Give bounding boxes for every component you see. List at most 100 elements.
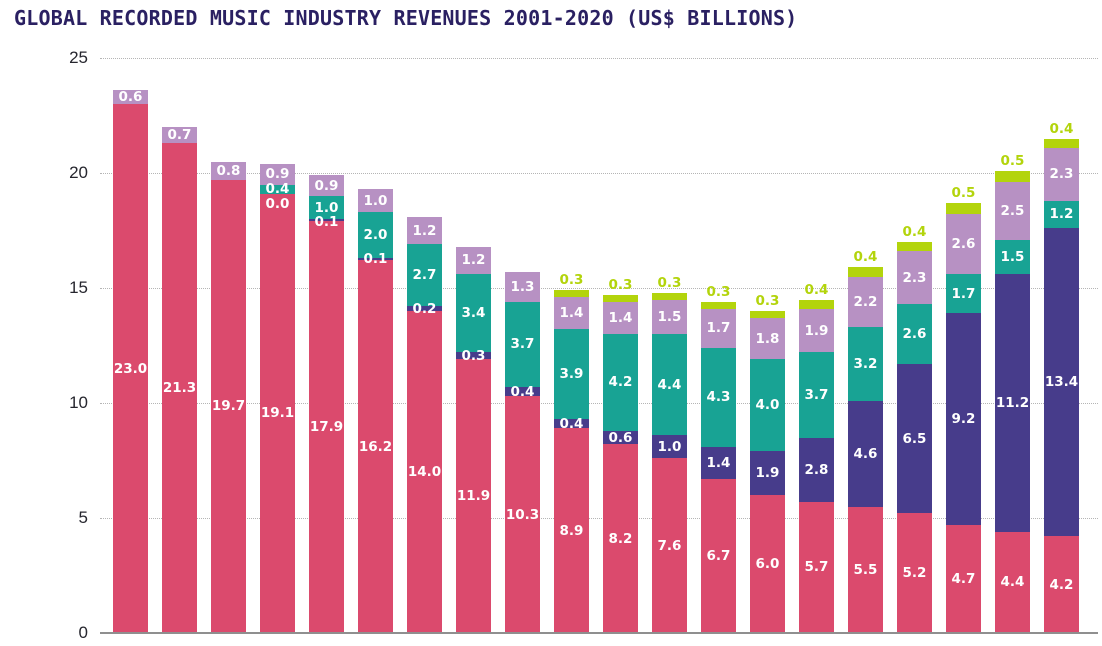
segment-value-label-dark-purple-2011: 0.6 [608,429,633,446]
bar-2010: 0.3 1.4 3.9 0.4 8.9 [554,273,589,633]
segment-value-label-lavender-2004: 0.9 [265,166,290,183]
bar-segment-lavender-2008 [456,246,491,275]
bar-segment-pink-2016 [848,506,883,633]
segment-value-label-pink-2003: 19.7 [211,398,246,415]
segment-value-label-teal-2015: 3.7 [804,386,829,403]
bar-segment-lime-2010 [554,290,589,298]
segment-value-label-teal-2011: 4.2 [608,374,633,391]
bar-segment-dark-purple-2017 [897,363,932,514]
bar-2020: 0.4 2.3 1.2 13.4 4.2 [1044,122,1079,633]
bar-2016: 0.4 2.2 3.2 4.6 5.5 [848,250,883,633]
gridline-20 [100,173,1098,174]
bar-2007: 1.2 2.7 0.2 14.0 [407,216,442,633]
segment-value-label-lavender-2018: 2.6 [951,236,976,253]
bar-segment-lavender-2011 [603,301,638,334]
segment-value-label-lime-2010: 0.3 [559,272,584,289]
segment-value-label-lavender-2015: 1.9 [804,322,829,339]
segment-value-label-teal-2008: 3.4 [461,305,486,322]
segment-value-label-pink-2013: 6.7 [706,547,731,564]
segment-value-label-lime-2019: 0.5 [1000,152,1025,169]
segment-value-label-pink-2015: 5.7 [804,559,829,576]
y-axis-tick-label-10: 10 [69,393,88,412]
segment-value-label-pink-2020: 4.2 [1049,576,1074,593]
bar-2017: 0.4 2.3 2.6 6.5 5.2 [897,225,932,633]
segment-value-label-lime-2013: 0.3 [706,283,731,300]
segment-value-label-pink-2017: 5.2 [902,565,927,582]
segment-value-label-lavender-2020: 2.3 [1049,166,1074,183]
plot-area: 0.6 23.0 0.7 21.3 0.8 19.7 0.9 0.4 0.0 19.1 0.9 1.0… [100,58,1098,634]
bar-segment-teal-2015 [799,352,834,438]
bar-segment-pink-2006 [358,260,393,633]
bar-2011: 0.3 1.4 4.2 0.6 8.2 [603,278,638,633]
bar-segment-pink-2005 [309,221,344,633]
bar-segment-pink-2017 [897,513,932,633]
segment-value-label-pink-2006: 16.2 [358,438,393,455]
bar-segment-dark-purple-2014 [750,451,785,495]
bar-segment-lime-2020 [1044,138,1079,148]
bar-segment-dark-purple-2010 [554,419,589,429]
bar-segment-pink-2014 [750,495,785,633]
bar-segment-teal-2009 [505,301,540,387]
bar-segment-dark-purple-2013 [701,446,736,479]
bar-segment-lavender-2016 [848,276,883,328]
segment-value-label-pink-2014: 6.0 [755,556,780,572]
bar-2003: 0.8 19.7 [211,161,246,633]
segment-value-label-dark-purple-2008: 0.3 [461,347,486,364]
bar-segment-teal-2010 [554,329,589,420]
bar-segment-dark-purple-2018 [946,313,981,525]
segment-value-label-dark-purple-2009: 0.4 [510,383,535,400]
bar-segment-lavender-2013 [701,308,736,348]
segment-value-label-dark-purple-2013: 1.4 [706,454,731,471]
segment-value-label-dark-purple-2016: 4.6 [853,445,878,462]
y-axis-tick-label-20: 20 [69,163,88,182]
segment-value-label-pink-2009: 10.3 [505,506,540,523]
bar-2004: 0.9 0.4 0.0 19.1 [260,163,295,633]
bar-segment-lavender-2014 [750,317,785,360]
segment-value-label-lavender-2019: 2.5 [1000,202,1025,219]
segment-value-label-lime-2012: 0.3 [657,274,682,291]
segment-value-label-pink-2018: 4.7 [951,570,976,587]
bar-segment-teal-2004 [260,184,295,194]
bar-segment-lime-2011 [603,294,638,302]
bar-segment-pink-2020 [1044,536,1079,633]
segment-value-label-pink-2019: 4.4 [1000,574,1025,591]
segment-value-label-lime-2015: 0.4 [804,281,829,298]
bar-segment-lavender-2012 [652,299,687,334]
bar-segment-teal-2019 [995,239,1030,275]
segment-value-label-dark-purple-2019: 11.2 [995,395,1030,411]
gridline-5 [100,518,1098,519]
segment-value-label-lavender-2017: 2.3 [902,269,927,286]
bar-segment-dark-purple-2012 [652,435,687,459]
segment-value-label-pink-2004: 19.1 [260,405,295,422]
segment-value-label-dark-purple-2006: 0.1 [363,251,388,268]
segment-value-label-lavender-2007: 1.2 [412,222,437,239]
bar-segment-lavender-2003 [211,161,246,180]
bar-segment-pink-2015 [799,501,834,633]
bar-segment-teal-2006 [358,212,393,259]
bar-segment-teal-2016 [848,327,883,401]
segment-value-label-pink-2012: 7.6 [657,537,682,554]
bar-segment-lime-2019 [995,170,1030,183]
segment-value-label-lavender-2013: 1.7 [706,320,731,337]
bar-segment-pink-2009 [505,396,540,633]
bar-segment-pink-2011 [603,444,638,633]
bar-2013: 0.3 1.7 4.3 1.4 6.7 [701,285,736,633]
bar-segment-pink-2008 [456,359,491,633]
segment-value-label-lime-2020: 0.4 [1049,120,1074,137]
bar-segment-lime-2018 [946,202,981,215]
bar-segment-teal-2018 [946,274,981,314]
bar-segment-lavender-2006 [358,189,393,213]
segment-value-label-dark-purple-2010: 0.4 [559,415,584,432]
bar-2015: 0.4 1.9 3.7 2.8 5.7 [799,283,834,633]
bar-2005: 0.9 1.0 0.1 17.9 [309,175,344,633]
bar-segment-pink-2019 [995,531,1030,633]
segment-value-label-teal-2010: 3.9 [559,366,584,383]
segment-value-label-pink-2011: 8.2 [608,530,633,547]
bar-segment-lime-2017 [897,242,932,252]
bar-2001: 0.6 23.0 [113,90,148,633]
bar-segment-teal-2012 [652,334,687,436]
segment-value-label-pink-2010: 8.9 [559,522,584,539]
segment-value-label-pink-2016: 5.5 [853,561,878,578]
segment-value-label-pink-2001: 23.0 [113,360,148,377]
bar-segment-dark-purple-2005 [309,219,344,222]
